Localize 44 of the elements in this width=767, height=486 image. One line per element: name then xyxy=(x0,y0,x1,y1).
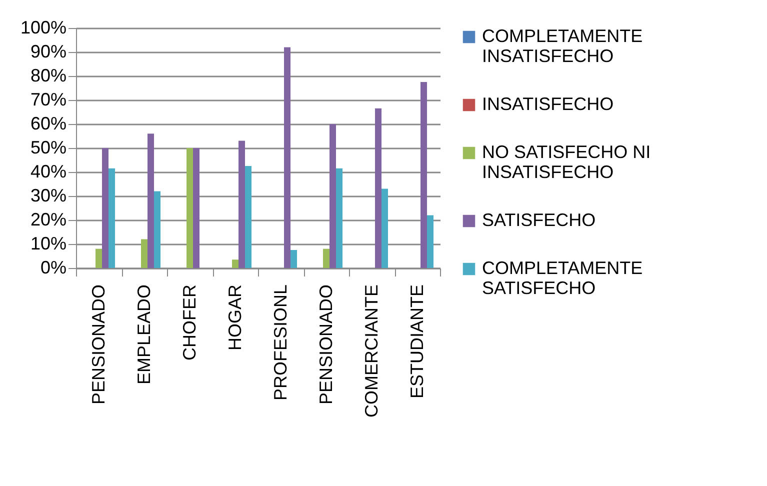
x-tick-label: HOGAR xyxy=(224,284,245,351)
x-tick-label: CHOFER xyxy=(179,284,200,360)
x-tick-label: COMERCIANTE xyxy=(361,284,382,418)
legend-label: INSATISFECHO xyxy=(482,94,614,114)
bar xyxy=(193,148,200,268)
y-tick-label: 10% xyxy=(30,234,66,254)
y-tick-label: 100% xyxy=(20,18,66,38)
bar xyxy=(323,248,330,268)
y-tick-label: 20% xyxy=(30,210,66,230)
x-tick-label: ESTUDIANTE xyxy=(406,284,427,399)
y-tick-label: 50% xyxy=(30,138,66,158)
bar xyxy=(375,108,382,268)
y-tick-label: 70% xyxy=(30,90,66,110)
bar xyxy=(290,250,297,268)
x-tick-label: EMPLEADO xyxy=(134,284,154,385)
bar xyxy=(427,215,434,268)
bar xyxy=(108,168,115,268)
bar xyxy=(284,47,290,268)
legend-label: COMPLETAMENTE INSATISFECHO xyxy=(482,26,643,66)
bar xyxy=(186,148,193,268)
y-tick-label: 80% xyxy=(30,66,66,86)
bar xyxy=(336,168,342,268)
x-tick-label: PENSIONADO xyxy=(316,284,336,405)
bar xyxy=(382,188,388,268)
y-tick-label: 40% xyxy=(30,162,66,182)
bar xyxy=(245,166,252,268)
y-tick-label: 90% xyxy=(30,42,66,62)
x-tick-label: PENSIONADO xyxy=(88,284,108,405)
bar xyxy=(238,140,245,268)
bar xyxy=(148,134,154,268)
bar xyxy=(420,82,427,268)
bar xyxy=(154,191,160,268)
bar xyxy=(232,260,238,268)
y-tick-label: 60% xyxy=(30,114,66,134)
bar xyxy=(102,148,108,268)
y-tick-label: 30% xyxy=(30,186,66,206)
bar xyxy=(96,248,102,268)
bar xyxy=(141,239,148,268)
x-tick-label: PROFESIONL xyxy=(270,284,290,401)
y-tick-label: 0% xyxy=(40,258,66,278)
legend-label: SATISFECHO xyxy=(482,210,596,230)
legend-label: COMPLETAMENTE SATISFECHO xyxy=(482,258,643,298)
legend-label: NO SATISFECHO NI INSATISFECHO xyxy=(482,142,651,182)
bar xyxy=(330,124,336,268)
